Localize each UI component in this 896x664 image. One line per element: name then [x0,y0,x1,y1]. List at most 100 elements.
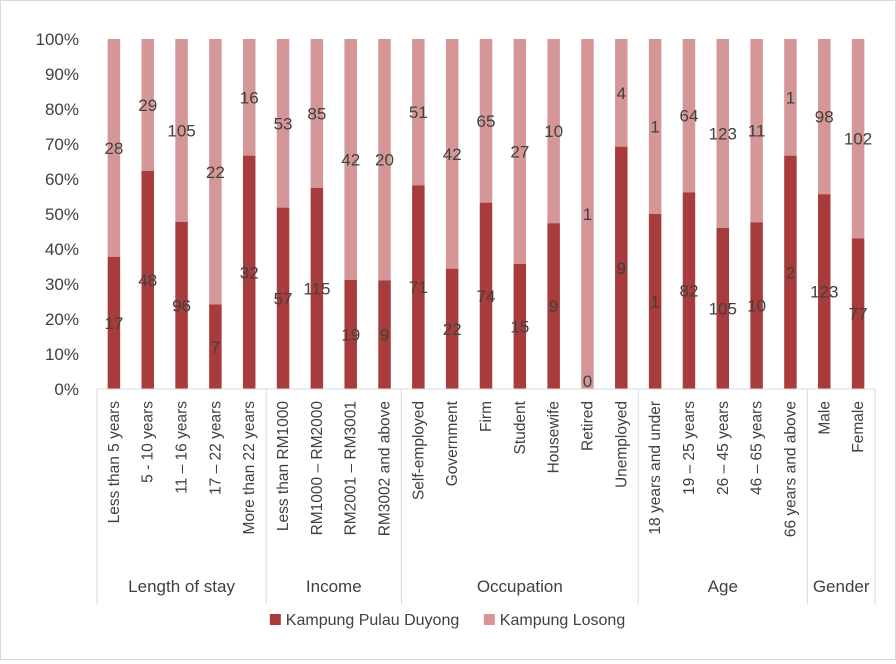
bar-kampung-losong [209,39,222,305]
data-label-pulau-duyong: 22 [443,320,462,339]
category-label: Female [850,401,867,453]
data-label-pulau-duyong: 71 [409,278,428,297]
bar-kampung-pulau-duyong [310,187,324,389]
bar-kampung-losong [547,39,560,224]
bar-kampung-losong [648,39,662,214]
bar-kampung-losong [750,39,763,223]
data-label-losong: 51 [409,103,428,122]
category-label: Student [512,400,529,454]
data-label-pulau-duyong: 48 [138,271,157,290]
bar-kampung-losong [445,39,459,269]
category-label: Less than 5 years [106,401,123,524]
data-label-pulau-duyong: 115 [303,279,330,298]
bar-kampung-losong [615,39,628,147]
data-label-losong: 64 [679,107,698,126]
y-tick-label: 40% [45,240,79,259]
data-label-pulau-duyong: 1 [650,293,659,312]
y-tick-label: 80% [45,100,79,119]
data-label-losong: 29 [138,96,157,115]
bar-kampung-pulau-duyong [547,223,560,389]
data-label-pulau-duyong: 2 [786,263,795,282]
data-label-losong: 22 [206,163,225,182]
category-label: 46 – 65 years [749,401,766,495]
bar-kampung-pulau-duyong [648,214,662,389]
legend-swatch [269,614,281,625]
category-label: Firm [478,401,495,432]
group-label: Length of stay [128,577,235,596]
category-label: 19 – 25 years [681,401,698,495]
data-label-losong: 102 [844,130,872,149]
y-tick-label: 10% [45,345,79,364]
bar-kampung-losong [141,39,154,171]
data-label-losong: 11 [748,122,766,141]
bar-kampung-losong [784,39,797,156]
bar-kampung-losong [581,39,594,389]
bar-kampung-losong [310,39,324,188]
group-label: Occupation [477,577,563,596]
y-tick-label: 0% [54,380,79,399]
bar-kampung-losong [344,39,357,280]
bar-kampung-losong [175,39,188,222]
data-label-pulau-duyong: 105 [709,299,737,318]
bar-kampung-losong [513,39,527,264]
bar-kampung-pulau-duyong [175,221,188,389]
data-label-pulau-duyong: 123 [810,283,838,302]
bar-kampung-pulau-duyong [513,264,527,389]
category-label: Housewife [546,401,563,473]
bar-kampung-pulau-duyong [615,146,628,389]
bar-kampung-pulau-duyong [818,194,831,389]
data-label-losong: 1 [650,118,659,137]
group-label: Gender [813,577,870,596]
bar-kampung-pulau-duyong [276,207,290,389]
y-tick-label: 70% [45,135,79,154]
bar-kampung-losong [412,39,425,186]
group-label: Age [708,577,738,596]
bar-kampung-pulau-duyong [851,238,865,389]
bar-kampung-pulau-duyong [209,304,222,389]
data-label-losong: 105 [167,121,195,140]
data-label-losong: 42 [443,145,462,164]
data-label-pulau-duyong: 96 [172,296,191,315]
category-label: RM3002 and above [377,401,394,536]
category-label: Male [816,401,833,435]
data-label-losong: 85 [307,104,326,123]
data-label-losong: 10 [544,122,563,141]
data-label-losong: 28 [104,139,123,158]
y-tick-label: 90% [45,65,79,84]
y-tick-label: 60% [45,170,79,189]
bar-kampung-pulau-duyong [344,279,357,389]
category-label: 18 years and under [647,401,664,535]
data-label-losong: 20 [375,151,394,170]
bar-kampung-pulau-duyong [784,155,797,389]
bar-kampung-losong [716,39,730,228]
bar-kampung-pulau-duyong [141,170,154,389]
bar-kampung-pulau-duyong [242,155,256,389]
category-label: 11 – 16 years [174,401,191,494]
bar-kampung-losong [107,39,121,257]
data-label-losong: 27 [510,143,529,162]
data-label-pulau-duyong: 19 [341,325,360,344]
data-label-losong: 1 [583,205,592,224]
category-label: 5 - 10 years [140,401,157,483]
bar-kampung-pulau-duyong [412,185,425,389]
bar-kampung-losong [851,39,865,239]
data-label-pulau-duyong: 57 [274,289,293,308]
category-label: Less than RM1000 [275,401,292,531]
data-label-losong: 123 [709,124,737,143]
bar-kampung-pulau-duyong [682,192,696,389]
bar-kampung-pulau-duyong [750,222,763,389]
data-label-losong: 53 [274,114,293,133]
category-label: Self-employed [410,401,427,500]
bar-kampung-losong [818,39,831,195]
bar-kampung-pulau-duyong [445,268,459,389]
data-label-pulau-duyong: 7 [211,338,220,357]
data-label-pulau-duyong: 9 [380,326,389,345]
legend-swatch [483,614,495,625]
bar-kampung-losong [682,39,696,193]
bar-kampung-losong [242,39,256,156]
category-label: 26 – 45 years [715,401,732,495]
legend-label: Kampung Pulau Duyong [286,612,459,629]
data-label-pulau-duyong: 9 [549,297,558,316]
data-label-losong: 42 [341,150,360,169]
